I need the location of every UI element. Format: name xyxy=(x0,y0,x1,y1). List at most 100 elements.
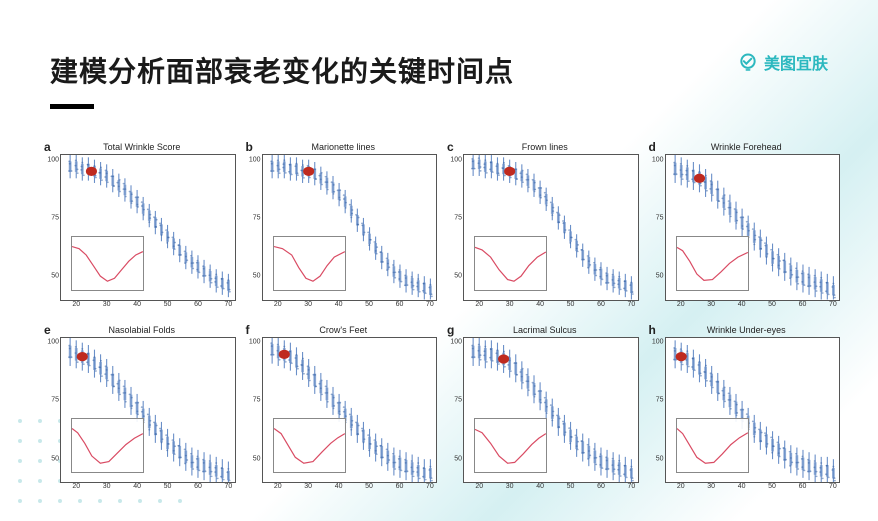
panel-title: Wrinkle Under-eyes xyxy=(651,325,843,335)
inset-chart xyxy=(676,236,749,291)
xtick-label: 30 xyxy=(304,301,312,308)
highlight-marker xyxy=(498,354,509,363)
xtick-label: 50 xyxy=(164,483,172,490)
xtick-label: 40 xyxy=(536,483,544,490)
xtick-label: 60 xyxy=(396,301,404,308)
xtick-label: 30 xyxy=(707,301,715,308)
highlight-marker xyxy=(675,352,686,361)
highlight-marker xyxy=(303,167,314,176)
ytick-label: 50 xyxy=(454,455,462,462)
highlight-marker xyxy=(278,349,289,358)
panel-title: Lacrimal Sulcus xyxy=(449,325,641,335)
chart-area: 5075100203040506070 xyxy=(60,154,236,301)
highlight-marker xyxy=(504,167,515,176)
ytick-label: 50 xyxy=(51,273,59,280)
panel-title: Frown lines xyxy=(449,142,641,152)
panel-title: Wrinkle Forehead xyxy=(651,142,843,152)
page-title: 建模分析面部衰老变化的关键时间点 xyxy=(50,50,828,90)
ytick-label: 75 xyxy=(51,214,59,221)
ytick-label: 100 xyxy=(249,156,261,163)
xtick-label: 20 xyxy=(274,483,282,490)
ytick-label: 75 xyxy=(51,397,59,404)
xtick-label: 30 xyxy=(506,483,514,490)
xtick-label: 40 xyxy=(335,483,343,490)
highlight-marker xyxy=(693,174,704,183)
ytick-label: 75 xyxy=(253,397,261,404)
ytick-label: 100 xyxy=(450,156,462,163)
inset-chart xyxy=(273,236,346,291)
chart-area: 5075100203040506070 xyxy=(665,154,841,301)
brand-text: 美图宜肤 xyxy=(764,50,828,74)
xtick-label: 50 xyxy=(365,301,373,308)
inset-chart xyxy=(71,418,144,473)
chart-panel-c: cFrown lines5075100203040506070 xyxy=(449,140,641,315)
xtick-label: 20 xyxy=(677,301,685,308)
xtick-label: 30 xyxy=(506,301,514,308)
inset-chart xyxy=(71,236,144,291)
xtick-label: 60 xyxy=(799,301,807,308)
slide: 建模分析面部衰老变化的关键时间点 美图宜肤 aTotal Wrinkle Sco… xyxy=(0,0,878,521)
title-underline xyxy=(50,104,94,109)
xtick-label: 50 xyxy=(365,483,373,490)
chart-panel-f: fCrow's Feet5075100203040506070 xyxy=(248,323,440,498)
xtick-label: 60 xyxy=(396,483,404,490)
xtick-label: 70 xyxy=(426,483,434,490)
chart-area: 5075100203040506070 xyxy=(60,337,236,484)
xtick-label: 70 xyxy=(225,301,233,308)
xtick-label: 70 xyxy=(628,301,636,308)
panel-title: Crow's Feet xyxy=(248,325,440,335)
chart-panel-a: aTotal Wrinkle Score5075100203040506070 xyxy=(46,140,238,315)
xtick-label: 50 xyxy=(164,301,172,308)
xtick-label: 50 xyxy=(768,483,776,490)
xtick-label: 20 xyxy=(475,483,483,490)
highlight-marker xyxy=(77,352,88,361)
xtick-label: 20 xyxy=(475,301,483,308)
ytick-label: 75 xyxy=(454,397,462,404)
xtick-label: 60 xyxy=(194,483,202,490)
ytick-label: 75 xyxy=(253,214,261,221)
xtick-label: 60 xyxy=(597,483,605,490)
chart-panel-d: dWrinkle Forehead5075100203040506070 xyxy=(651,140,843,315)
ytick-label: 75 xyxy=(656,214,664,221)
xtick-label: 30 xyxy=(304,483,312,490)
header: 建模分析面部衰老变化的关键时间点 美图宜肤 xyxy=(50,50,828,109)
ytick-label: 50 xyxy=(253,273,261,280)
xtick-label: 70 xyxy=(225,483,233,490)
chart-panel-h: hWrinkle Under-eyes5075100203040506070 xyxy=(651,323,843,498)
ytick-label: 100 xyxy=(450,339,462,346)
xtick-label: 60 xyxy=(799,483,807,490)
chart-area: 5075100203040506070 xyxy=(665,337,841,484)
xtick-label: 50 xyxy=(567,483,575,490)
ytick-label: 50 xyxy=(253,455,261,462)
chart-area: 5075100203040506070 xyxy=(463,337,639,484)
ytick-label: 100 xyxy=(652,339,664,346)
xtick-label: 70 xyxy=(426,301,434,308)
inset-chart xyxy=(474,418,547,473)
panel-title: Nasolabial Folds xyxy=(46,325,238,335)
ytick-label: 50 xyxy=(454,273,462,280)
ytick-label: 50 xyxy=(51,455,59,462)
charts-grid: aTotal Wrinkle Score5075100203040506070b… xyxy=(46,140,842,497)
ytick-label: 100 xyxy=(47,156,59,163)
xtick-label: 40 xyxy=(335,301,343,308)
xtick-label: 50 xyxy=(567,301,575,308)
xtick-label: 50 xyxy=(768,301,776,308)
xtick-label: 40 xyxy=(738,301,746,308)
xtick-label: 30 xyxy=(103,301,111,308)
panel-title: Total Wrinkle Score xyxy=(46,142,238,152)
xtick-label: 40 xyxy=(536,301,544,308)
chart-panel-g: gLacrimal Sulcus5075100203040506070 xyxy=(449,323,641,498)
xtick-label: 60 xyxy=(194,301,202,308)
xtick-label: 20 xyxy=(72,483,80,490)
inset-chart xyxy=(273,418,346,473)
xtick-label: 30 xyxy=(707,483,715,490)
chart-area: 5075100203040506070 xyxy=(262,154,438,301)
panel-title: Marionette lines xyxy=(248,142,440,152)
brand-logo: 美图宜肤 xyxy=(738,50,828,74)
xtick-label: 20 xyxy=(677,483,685,490)
brand-icon xyxy=(738,52,758,72)
chart-area: 5075100203040506070 xyxy=(262,337,438,484)
xtick-label: 20 xyxy=(72,301,80,308)
xtick-label: 30 xyxy=(103,483,111,490)
ytick-label: 75 xyxy=(656,397,664,404)
